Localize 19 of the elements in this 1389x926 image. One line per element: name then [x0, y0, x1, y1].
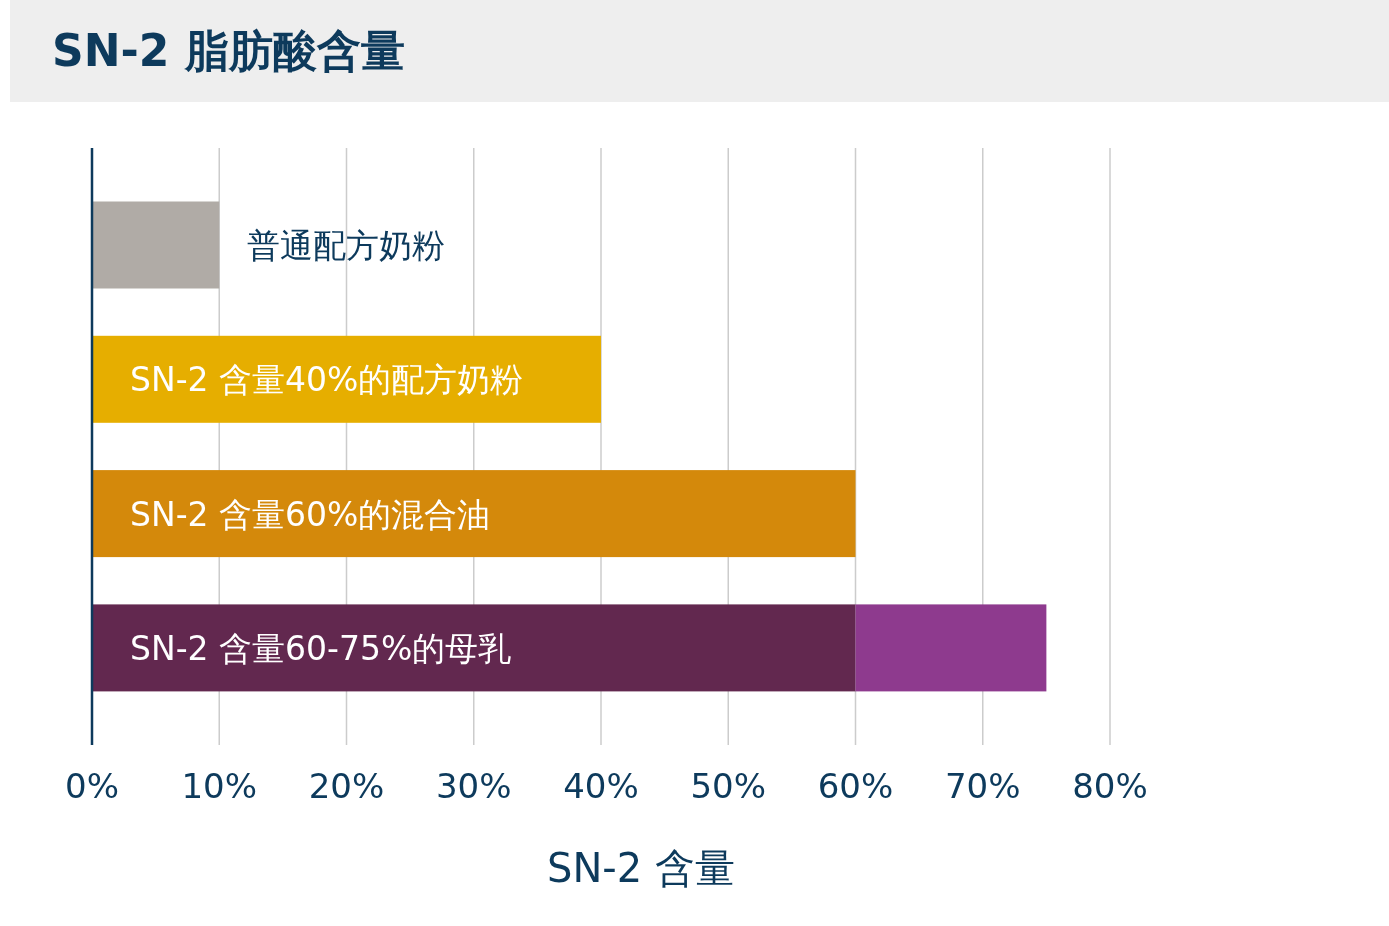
bar [855, 604, 1047, 692]
x-tick-label: 0% [65, 766, 119, 806]
y-tick-label: 普通配方奶粉 [247, 226, 446, 265]
x-axis-title: SN-2 含量 [547, 845, 735, 891]
chart-title: SN-2 脂肪酸含量 [52, 25, 405, 76]
bar [92, 604, 856, 692]
x-tick-label: 40% [563, 766, 639, 806]
bar [92, 201, 220, 289]
x-tick-label: 60% [817, 766, 894, 806]
x-tick-label: 30% [435, 766, 512, 806]
y-tick-label: SN-2 含量40%的配方奶粉 [130, 360, 524, 400]
x-tick-label: 50% [690, 766, 767, 806]
x-tick-label: 70% [944, 766, 1021, 806]
x-tick-label: 80% [1072, 766, 1148, 806]
y-tick-label: SN-2 含量60%的混合油 [130, 494, 491, 534]
x-tick-label: 20% [308, 766, 385, 806]
y-tick-label: SN-2 含量60-75%的母乳 [130, 628, 512, 668]
x-tick-label: 10% [181, 766, 258, 806]
bar [92, 470, 856, 558]
